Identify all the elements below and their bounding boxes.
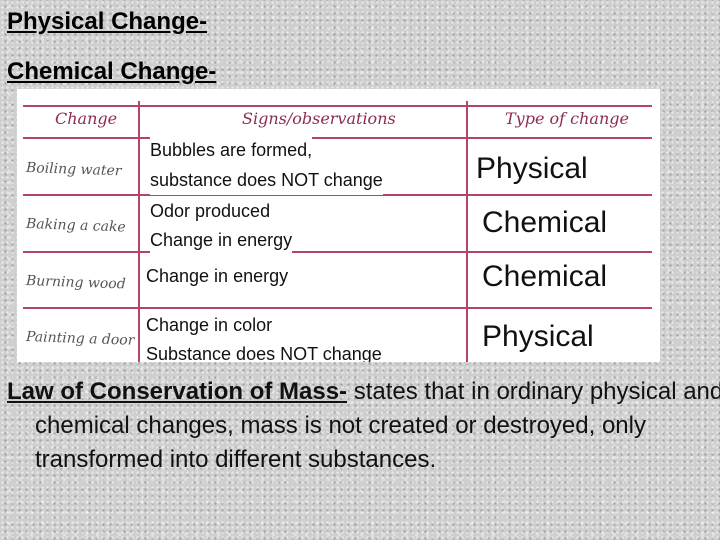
law-of-conservation-paragraph: Law of Conservation of Mass- states that… xyxy=(7,375,720,477)
table-divider-vertical xyxy=(138,101,140,362)
chemical-change-heading: Chemical Change- xyxy=(7,58,217,85)
observation-text: Odor produced xyxy=(150,196,271,226)
column-header-change: Change xyxy=(55,109,118,128)
law-definition: states that in ordinary physical and che… xyxy=(35,378,720,473)
row-label-painting-a-door: Painting a door xyxy=(25,329,135,349)
table-divider-horizontal xyxy=(23,251,652,253)
type-of-change: Physical xyxy=(482,318,594,356)
table-divider-vertical xyxy=(466,101,468,362)
physical-change-heading: Physical Change- xyxy=(7,8,208,35)
column-header-type: Type of change xyxy=(505,109,629,128)
changes-table: Change Signs/observations Type of change… xyxy=(17,89,660,362)
row-label-baking-a-cake: Baking a cake xyxy=(25,216,126,236)
observation-text: Change in color xyxy=(146,310,273,340)
row-label-burning-wood: Burning wood xyxy=(25,273,126,293)
observation-text: Change in energy xyxy=(150,225,293,255)
law-term: Law of Conservation of Mass- xyxy=(7,378,348,405)
table-divider-horizontal xyxy=(23,307,652,309)
observation-text: substance does NOT change xyxy=(150,165,383,195)
type-of-change: Chemical xyxy=(482,258,608,296)
type-of-change: Physical xyxy=(476,150,588,188)
row-label-boiling-water: Boiling water xyxy=(25,160,122,180)
observation-text: Bubbles are formed, xyxy=(150,135,313,165)
observation-text: Substance does NOT change xyxy=(146,339,382,362)
table-divider-horizontal xyxy=(23,105,652,107)
type-of-change: Chemical xyxy=(482,204,608,242)
observation-text: Change in energy xyxy=(146,261,289,291)
table-divider-horizontal xyxy=(23,194,652,196)
column-header-observations: Signs/observations xyxy=(242,109,396,128)
table-divider-horizontal xyxy=(23,137,652,139)
